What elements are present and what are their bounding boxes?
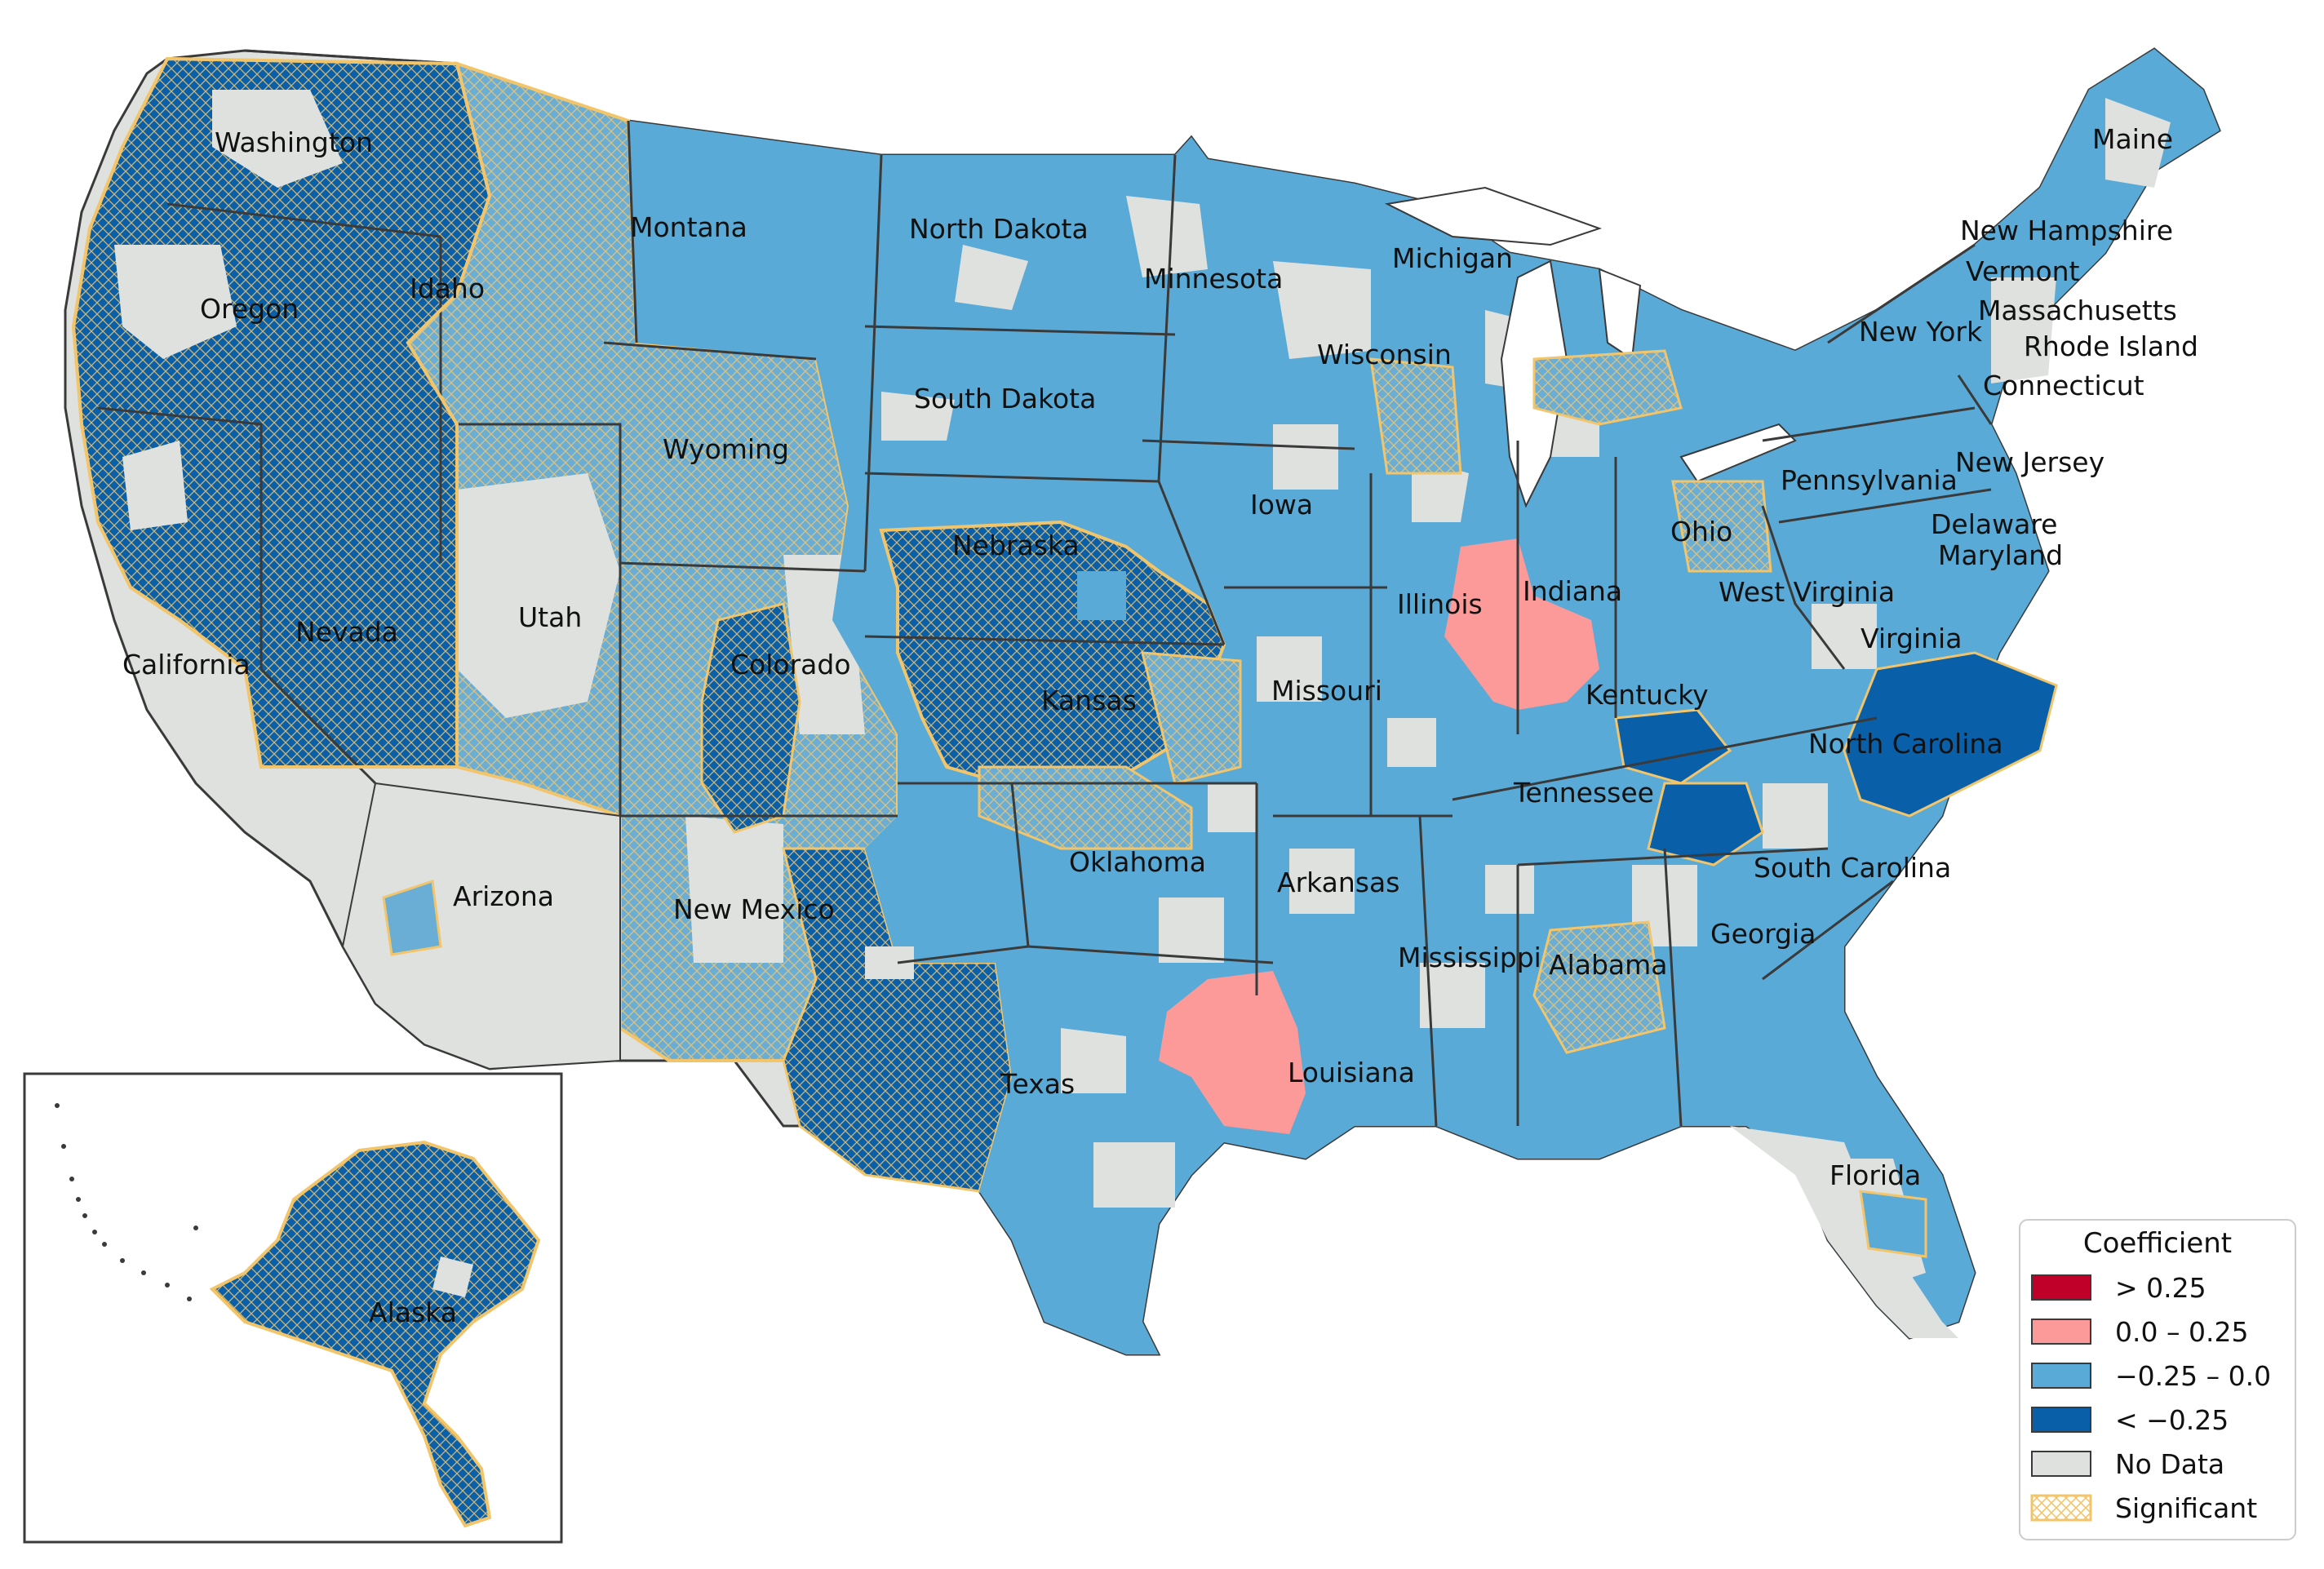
state-label: North Carolina (1808, 728, 2003, 760)
state-label: New York (1859, 316, 1983, 348)
state-label: Maryland (1938, 539, 2063, 571)
state-label: Arkansas (1277, 866, 1399, 898)
state-label: Georgia (1710, 918, 1816, 950)
state-label: Pennsylvania (1781, 464, 1958, 496)
state-label: Texas (1000, 1068, 1075, 1100)
aleutian-islands (55, 1103, 198, 1301)
state-label: Maine (2092, 123, 2173, 155)
state-label: Wisconsin (1317, 339, 1452, 370)
region-north-carolina-dark (1843, 651, 2058, 818)
state-label: Utah (518, 601, 582, 633)
state-label: Illinois (1397, 588, 1483, 620)
state-label: Alaska (369, 1296, 457, 1328)
state-label: Montana (630, 211, 747, 243)
legend-label: < −0.25 (2115, 1404, 2229, 1436)
legend-swatch (2031, 1407, 2091, 1433)
state-label: Mississippi (1398, 942, 1541, 973)
state-label: Oklahoma (1069, 846, 1206, 878)
state-borders (97, 49, 1993, 1127)
state-label: Tennessee (1513, 777, 1654, 809)
region-kentucky-tennessee-dark (1614, 708, 1732, 785)
region-northern-plains (628, 49, 2220, 1354)
state-label: Rhode Island (2024, 330, 2198, 362)
state-label: Iowa (1250, 489, 1313, 521)
state-label: Missouri (1271, 675, 1382, 707)
state-label: Indiana (1523, 575, 1622, 607)
state-label: Delaware (1931, 508, 2057, 540)
legend-swatch (2031, 1363, 2091, 1389)
state-label: Minnesota (1144, 263, 1283, 295)
region-tennessee-east-dark (1647, 782, 1764, 866)
legend-swatch (2031, 1274, 2091, 1301)
legend-label: Significant (2115, 1492, 2257, 1524)
state-label: Colorado (730, 649, 851, 680)
state-label: Nebraska (952, 530, 1080, 561)
lake-erie (1679, 423, 1797, 483)
state-label: Washington (215, 126, 373, 158)
lake-superior (1384, 186, 1603, 246)
state-label: South Carolina (1754, 852, 1951, 884)
state-label: New Mexico (673, 893, 835, 925)
state-label: Michigan (1392, 242, 1513, 274)
legend-label: 0.0 – 0.25 (2115, 1316, 2248, 1348)
legend-label: −0.25 – 0.0 (2115, 1360, 2271, 1392)
state-label: California (122, 649, 251, 680)
legend-label: No Data (2115, 1448, 2224, 1480)
state-label: Florida (1829, 1159, 1921, 1191)
state-label: Massachusetts (1978, 295, 2177, 326)
legend-swatch (2030, 1494, 2092, 1522)
state-label: West Virginia (1719, 576, 1895, 608)
state-label: South Dakota (914, 383, 1096, 414)
legend-label: > 0.25 (2115, 1272, 2206, 1304)
state-label: Nevada (295, 616, 398, 648)
state-label: North Dakota (909, 213, 1089, 245)
legend: Coefficient > 0.25 0.0 – 0.25 −0.25 – 0.… (2019, 1219, 2296, 1540)
region-illinois-indiana-pink (1444, 539, 1599, 710)
state-label: Virginia (1861, 623, 1962, 654)
state-label: Louisiana (1288, 1057, 1415, 1088)
region-arizona (341, 782, 621, 1070)
state-label: Vermont (1966, 255, 2080, 287)
state-label: Kansas (1041, 685, 1137, 716)
state-label: Arizona (453, 880, 554, 912)
state-label: Alabama (1549, 949, 1668, 981)
state-label: Wyoming (663, 433, 789, 465)
state-label: Idaho (410, 273, 485, 304)
state-label: New Hampshire (1960, 215, 2173, 246)
legend-title: Coefficient (2083, 1227, 2232, 1260)
state-label: Kentucky (1586, 679, 1709, 711)
state-labels: Washington Oregon California Nevada Idah… (122, 123, 2198, 1328)
state-label: Ohio (1670, 516, 1732, 547)
state-label: Oregon (200, 293, 299, 325)
state-label: New Jersey (1955, 446, 2104, 478)
legend-swatch (2031, 1451, 2091, 1477)
state-label: Connecticut (1983, 370, 2144, 401)
legend-swatch (2031, 1319, 2091, 1345)
region-florida (1730, 1126, 1958, 1338)
region-east-texas-pink (1159, 971, 1306, 1134)
